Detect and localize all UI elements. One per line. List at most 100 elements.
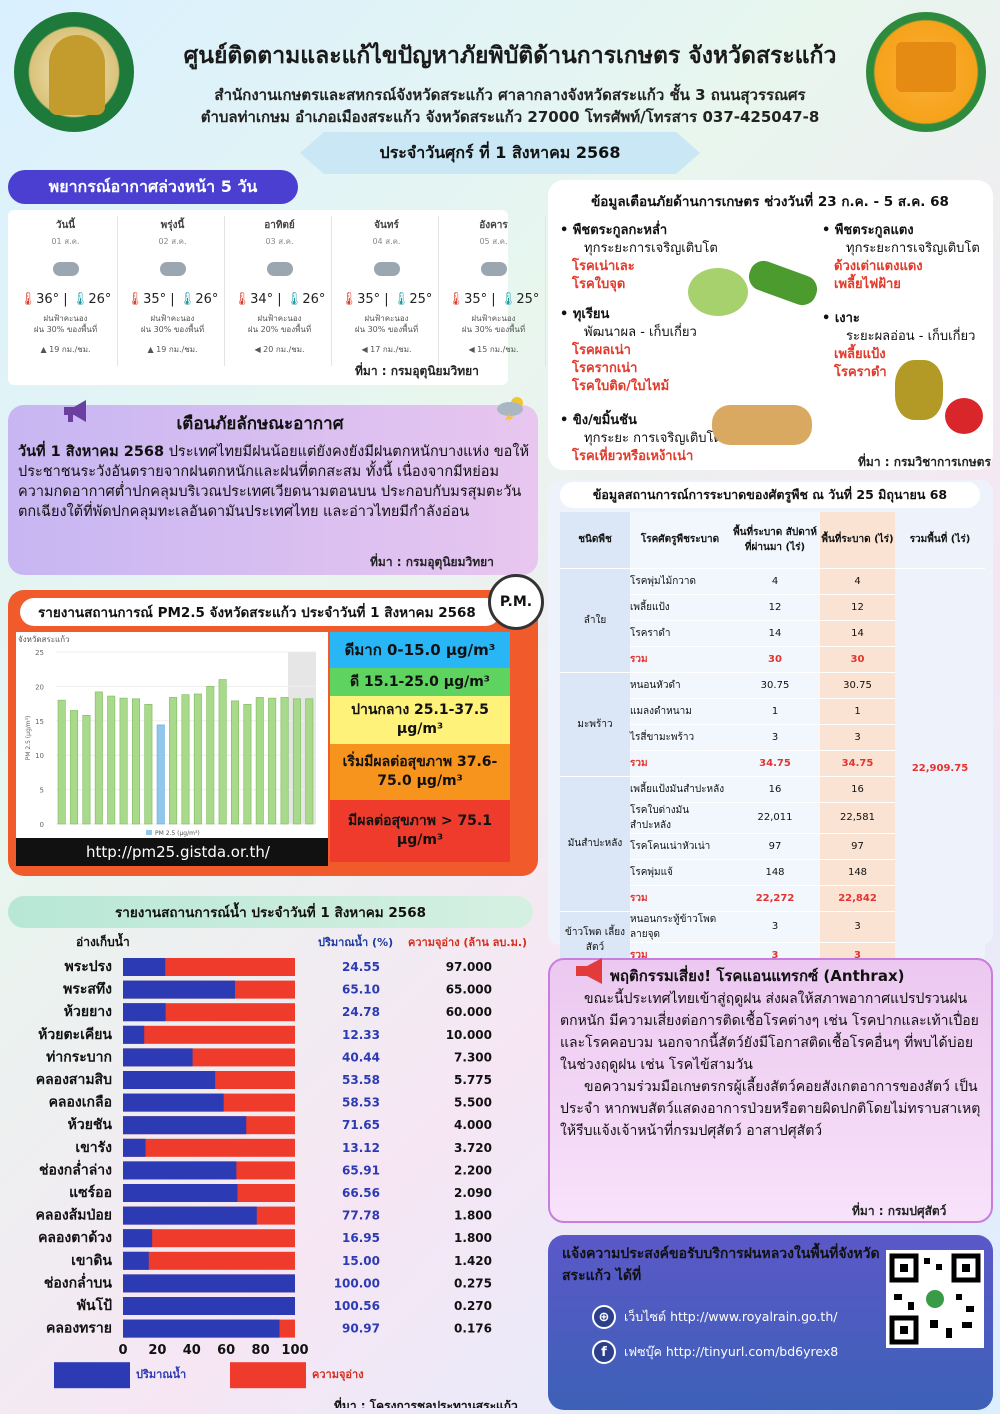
water-capacity: 5.500 <box>454 1096 492 1110</box>
pm25-bar <box>181 694 190 825</box>
pest-area: 22,842 <box>820 885 895 912</box>
legend-label: PM 2.5 (μg/m³) <box>155 830 200 837</box>
water-bar <box>123 1048 193 1067</box>
pest-disease: รวม <box>630 750 730 777</box>
pest-crop: มันสำปะหลัง <box>560 776 630 912</box>
forecast-source: ที่มา : กรมอุตุนิยมวิทยา <box>355 364 479 378</box>
pm25-level: มีผลต่อสุขภาพ > 75.1 μg/m³ <box>330 800 510 862</box>
forecast-rain-chance: ฝน 30% ของพื้นที่ <box>140 325 205 334</box>
water-pct: 53.58 <box>342 1073 380 1087</box>
x-tick-label: 0 <box>118 1343 127 1358</box>
pest-area: 30.75 <box>820 672 895 699</box>
alert-item: • พืชตระกูลกะหล่ำ ทุกระยะการเจริญเติบโต โร… <box>560 222 780 294</box>
forecast-day-name: อังคาร <box>479 220 508 231</box>
forecast-day-name: จันทร์ <box>374 220 399 231</box>
pest-row: รวม 34.75 34.75 <box>560 750 985 777</box>
forecast-high: 36° | <box>36 292 72 307</box>
pest-disease: หนอนหัวดำ <box>630 672 730 699</box>
pm25-bar <box>131 698 140 825</box>
agri-alert-right: • พืชตระกูลแตง ทุกระยะการเจริญเติบโต ด้วงเ… <box>822 222 992 392</box>
legend-water-label: ปริมาณน้ำ <box>136 1366 186 1381</box>
alert-item: • ขิง/ขมิ้นชัน ทุกระยะ การเจริญเติบโต โรคเ… <box>560 412 780 466</box>
agri-alert-left: • พืชตระกูลกะหล่ำ ทุกระยะการเจริญเติบโต โร… <box>560 222 780 476</box>
megaphone-icon <box>64 400 86 422</box>
forecast-day-name: วันนี้ <box>55 220 76 231</box>
water-capacity: 1.800 <box>454 1209 492 1223</box>
alert-crop: • พืชตระกูลแตง <box>822 223 914 238</box>
royal-rain-facebook[interactable]: f เฟซบุ๊ค http://tinyurl.com/bd6yrex8 <box>592 1340 838 1364</box>
water-capacity: 7.300 <box>454 1050 492 1064</box>
water-pct: 24.78 <box>342 1005 380 1019</box>
pest-row: ลำใย โรคพุ่มไม้กวาด 4 4 22,909.75 <box>560 568 985 969</box>
forecast-wind: ◀ 15 กม./ชม. <box>468 345 519 354</box>
qr-code-graphic <box>889 1253 981 1345</box>
pest-disease: โรคราดำ <box>630 620 730 647</box>
pm25-level: ดี 15.1-25.0 μg/m³ <box>330 668 510 696</box>
alert-crop: • พืชตระกูลกะหล่ำ <box>560 223 668 238</box>
water-bar <box>123 1138 146 1157</box>
pest-disease: หนอนกระทู้ข้าวโพดลายจุด <box>630 911 730 943</box>
alert-stage: ทุกระยะการเจริญเติบโต <box>584 241 718 256</box>
royal-rain-website[interactable]: ⊕ เว็บไซต์ http://www.royalrain.go.th/ <box>592 1305 837 1329</box>
water-bar <box>123 980 235 999</box>
y-tick-label: 25 <box>35 649 44 657</box>
alert-stage: พัฒนาผล - เก็บเกี่ยว <box>584 325 697 340</box>
forecast-rain: ฝนฟ้าคะนอง ฝน 30% ของพื้นที่ <box>121 313 224 335</box>
reservoir-name: เขาดิน <box>71 1253 112 1269</box>
thermometer-cold-icon: 🌡 <box>178 292 196 307</box>
weather-warning-body: ประเทศไทยมีฝนน้อยแต่ยังคงยังมีฝนตกหนักบา… <box>18 444 530 520</box>
y-tick-label: 10 <box>35 752 44 760</box>
legend-swatch <box>146 830 152 835</box>
forecast-day-name: อาทิตย์ <box>264 220 295 231</box>
x-tick-label: 80 <box>252 1343 270 1358</box>
pm25-bar <box>243 703 252 825</box>
pest-area: 3 <box>820 911 895 943</box>
thermometer-cold-icon: 🌡 <box>392 292 410 307</box>
qr-code[interactable] <box>886 1250 984 1348</box>
provincial-office-logo <box>866 12 986 132</box>
forecast-day-name: พรุ่งนี้ <box>160 220 185 231</box>
forecast-day-date: 03 ส.ค. <box>265 237 294 246</box>
pest-grand-total: 22,909.75 <box>895 568 985 969</box>
globe-icon: ⊕ <box>592 1305 616 1329</box>
y-tick-label: 20 <box>35 683 44 691</box>
pm25-bar <box>218 679 227 825</box>
pest-prev-area: 34.75 <box>730 750 820 777</box>
pm25-bar <box>144 703 153 825</box>
pest-table: ชนิดพืช โรคศัตรูพืชระบาด พื้นที่ระบาด สัปด… <box>560 512 985 969</box>
forecast-temps: 🌡35° | 🌡25° <box>442 292 545 307</box>
forecast-low: 26° <box>88 292 112 307</box>
forecast-wind: ▲ 19 กม./ชม. <box>40 345 91 354</box>
reservoir-name: คลองสามสิบ <box>36 1072 112 1088</box>
thermometer-hot-icon: 🌡 <box>19 292 37 307</box>
pest-prev-area: 22,272 <box>730 885 820 912</box>
pest-prev-area: 30.75 <box>730 672 820 699</box>
alert-risk: เพลี้ยแป้ง <box>834 347 886 362</box>
legend-cap-swatch <box>230 1362 306 1389</box>
x-tick-label: 100 <box>281 1343 308 1358</box>
agri-alert-source: ที่มา : กรมวิชาการเกษตร <box>858 455 991 469</box>
agri-alert-title: ข้อมูลเตือนภัยด้านการเกษตร ช่วงวันที่ 23… <box>555 186 985 216</box>
pest-area: 22,581 <box>820 802 895 834</box>
weather-warning-panel <box>8 405 538 575</box>
pm25-level: เริ่มมีผลต่อสุขภาพ 37.6-75.0 μg/m³ <box>330 744 510 800</box>
rain-cloud-icon <box>51 256 81 280</box>
water-chart-svg: อ่างเก็บน้ำ ปริมาณน้ำ (%) ความจุอ่าง (ล้าน… <box>36 932 528 1413</box>
water-bar <box>123 1297 295 1315</box>
pm25-url[interactable]: http://pm25.gistda.or.th/ <box>16 838 328 866</box>
pest-prev-area: 22,011 <box>730 802 820 834</box>
forecast-temps: 🌡35° | 🌡25° <box>335 292 438 307</box>
water-bar <box>123 1116 247 1135</box>
chart-title: จังหวัดสระแก้ว <box>18 635 70 644</box>
water-pct: 66.56 <box>342 1186 380 1200</box>
reservoir-name: ช่องกล่ำบน <box>44 1272 113 1291</box>
pest-disease: รวม <box>630 646 730 673</box>
pest-header: รวมพื้นที่ (ไร่) <box>895 512 985 569</box>
forecast-day: จันทร์ 04 ส.ค. 🌡35° | 🌡25° ฝนฟ้าคะนอง ฝน 30%… <box>335 216 439 366</box>
pm25-legend: ดีมาก 0-15.0 μg/m³ ดี 15.1-25.0 μg/m³ ปานก… <box>330 632 510 862</box>
alert-risk: ด้วงเต่าแตงแดง <box>834 259 923 274</box>
reservoir-name: ท่ากระบาก <box>46 1049 112 1065</box>
pm25-bar <box>119 697 128 825</box>
date-banner: ประจำวันศุกร์ ที่ 1 สิงหาคม 2568 <box>300 132 700 174</box>
pest-row: โรคพุ่มแจ้ 148 148 <box>560 859 985 886</box>
